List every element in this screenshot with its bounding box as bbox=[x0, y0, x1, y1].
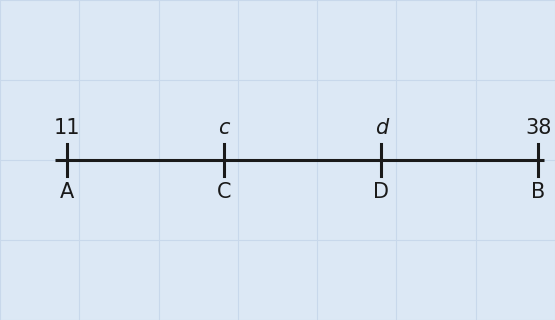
Text: d: d bbox=[375, 117, 388, 138]
Text: D: D bbox=[374, 182, 389, 203]
Text: 38: 38 bbox=[525, 117, 552, 138]
Text: c: c bbox=[218, 117, 229, 138]
Text: C: C bbox=[216, 182, 231, 203]
Text: B: B bbox=[531, 182, 546, 203]
Text: A: A bbox=[59, 182, 74, 203]
Text: 11: 11 bbox=[53, 117, 80, 138]
